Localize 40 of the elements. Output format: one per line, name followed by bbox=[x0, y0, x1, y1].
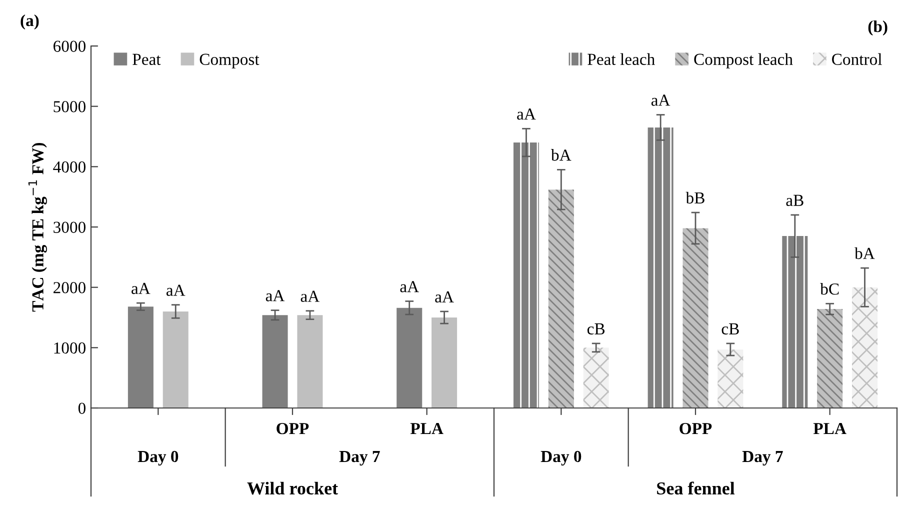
text: Day 0 bbox=[540, 450, 582, 466]
y-tick-label: 4000 bbox=[53, 161, 86, 173]
text: Day 7 bbox=[339, 451, 380, 466]
data-label: aA bbox=[517, 108, 536, 120]
text: (a) bbox=[20, 14, 39, 30]
data-label: aA bbox=[651, 94, 670, 106]
legend-label: Control bbox=[832, 53, 882, 65]
y-tick-label: 1000 bbox=[54, 342, 86, 354]
text: (b) bbox=[868, 20, 888, 36]
y-tick-label: 2000 bbox=[54, 282, 86, 294]
data-label: aA bbox=[266, 290, 285, 302]
legend-label: Compost leach bbox=[694, 53, 793, 68]
text: Day 7 bbox=[742, 451, 783, 466]
y-tick-label: 3000 bbox=[54, 222, 86, 233]
data-label: cB bbox=[722, 323, 739, 334]
data-label: bA bbox=[854, 247, 875, 260]
data-label: aA bbox=[435, 291, 454, 303]
data-label: aA bbox=[300, 290, 320, 302]
data-label: aA bbox=[166, 284, 186, 296]
text: Wild rocket bbox=[247, 482, 338, 495]
x-tick-label: PLA bbox=[410, 423, 444, 434]
text: Day 0 bbox=[138, 450, 178, 466]
y-tick-label: 5000 bbox=[54, 101, 86, 112]
data-label: aB bbox=[786, 194, 804, 206]
data-label: aA bbox=[400, 281, 419, 292]
y-axis-title: TAC (mg TE kg$^{−1}$ FW) bbox=[28, 142, 47, 312]
text: Sea fennel bbox=[657, 482, 735, 495]
x-tick-label: OPP bbox=[680, 422, 712, 434]
legend-label: Peat leach bbox=[588, 53, 655, 65]
legend-label: Peat bbox=[132, 54, 161, 65]
data-label: bA bbox=[550, 149, 572, 161]
y-tick-label: 0 bbox=[78, 402, 86, 414]
x-tick-label: OPP bbox=[276, 422, 309, 434]
data-label: cB bbox=[587, 323, 605, 334]
legend-label: Compost bbox=[200, 54, 260, 68]
data-label: aA bbox=[132, 282, 150, 294]
y-tick-label: 6000 bbox=[54, 40, 86, 52]
data-label: bC bbox=[820, 282, 839, 295]
x-tick-label: PLA bbox=[813, 423, 846, 434]
data-label: bB bbox=[686, 192, 704, 204]
